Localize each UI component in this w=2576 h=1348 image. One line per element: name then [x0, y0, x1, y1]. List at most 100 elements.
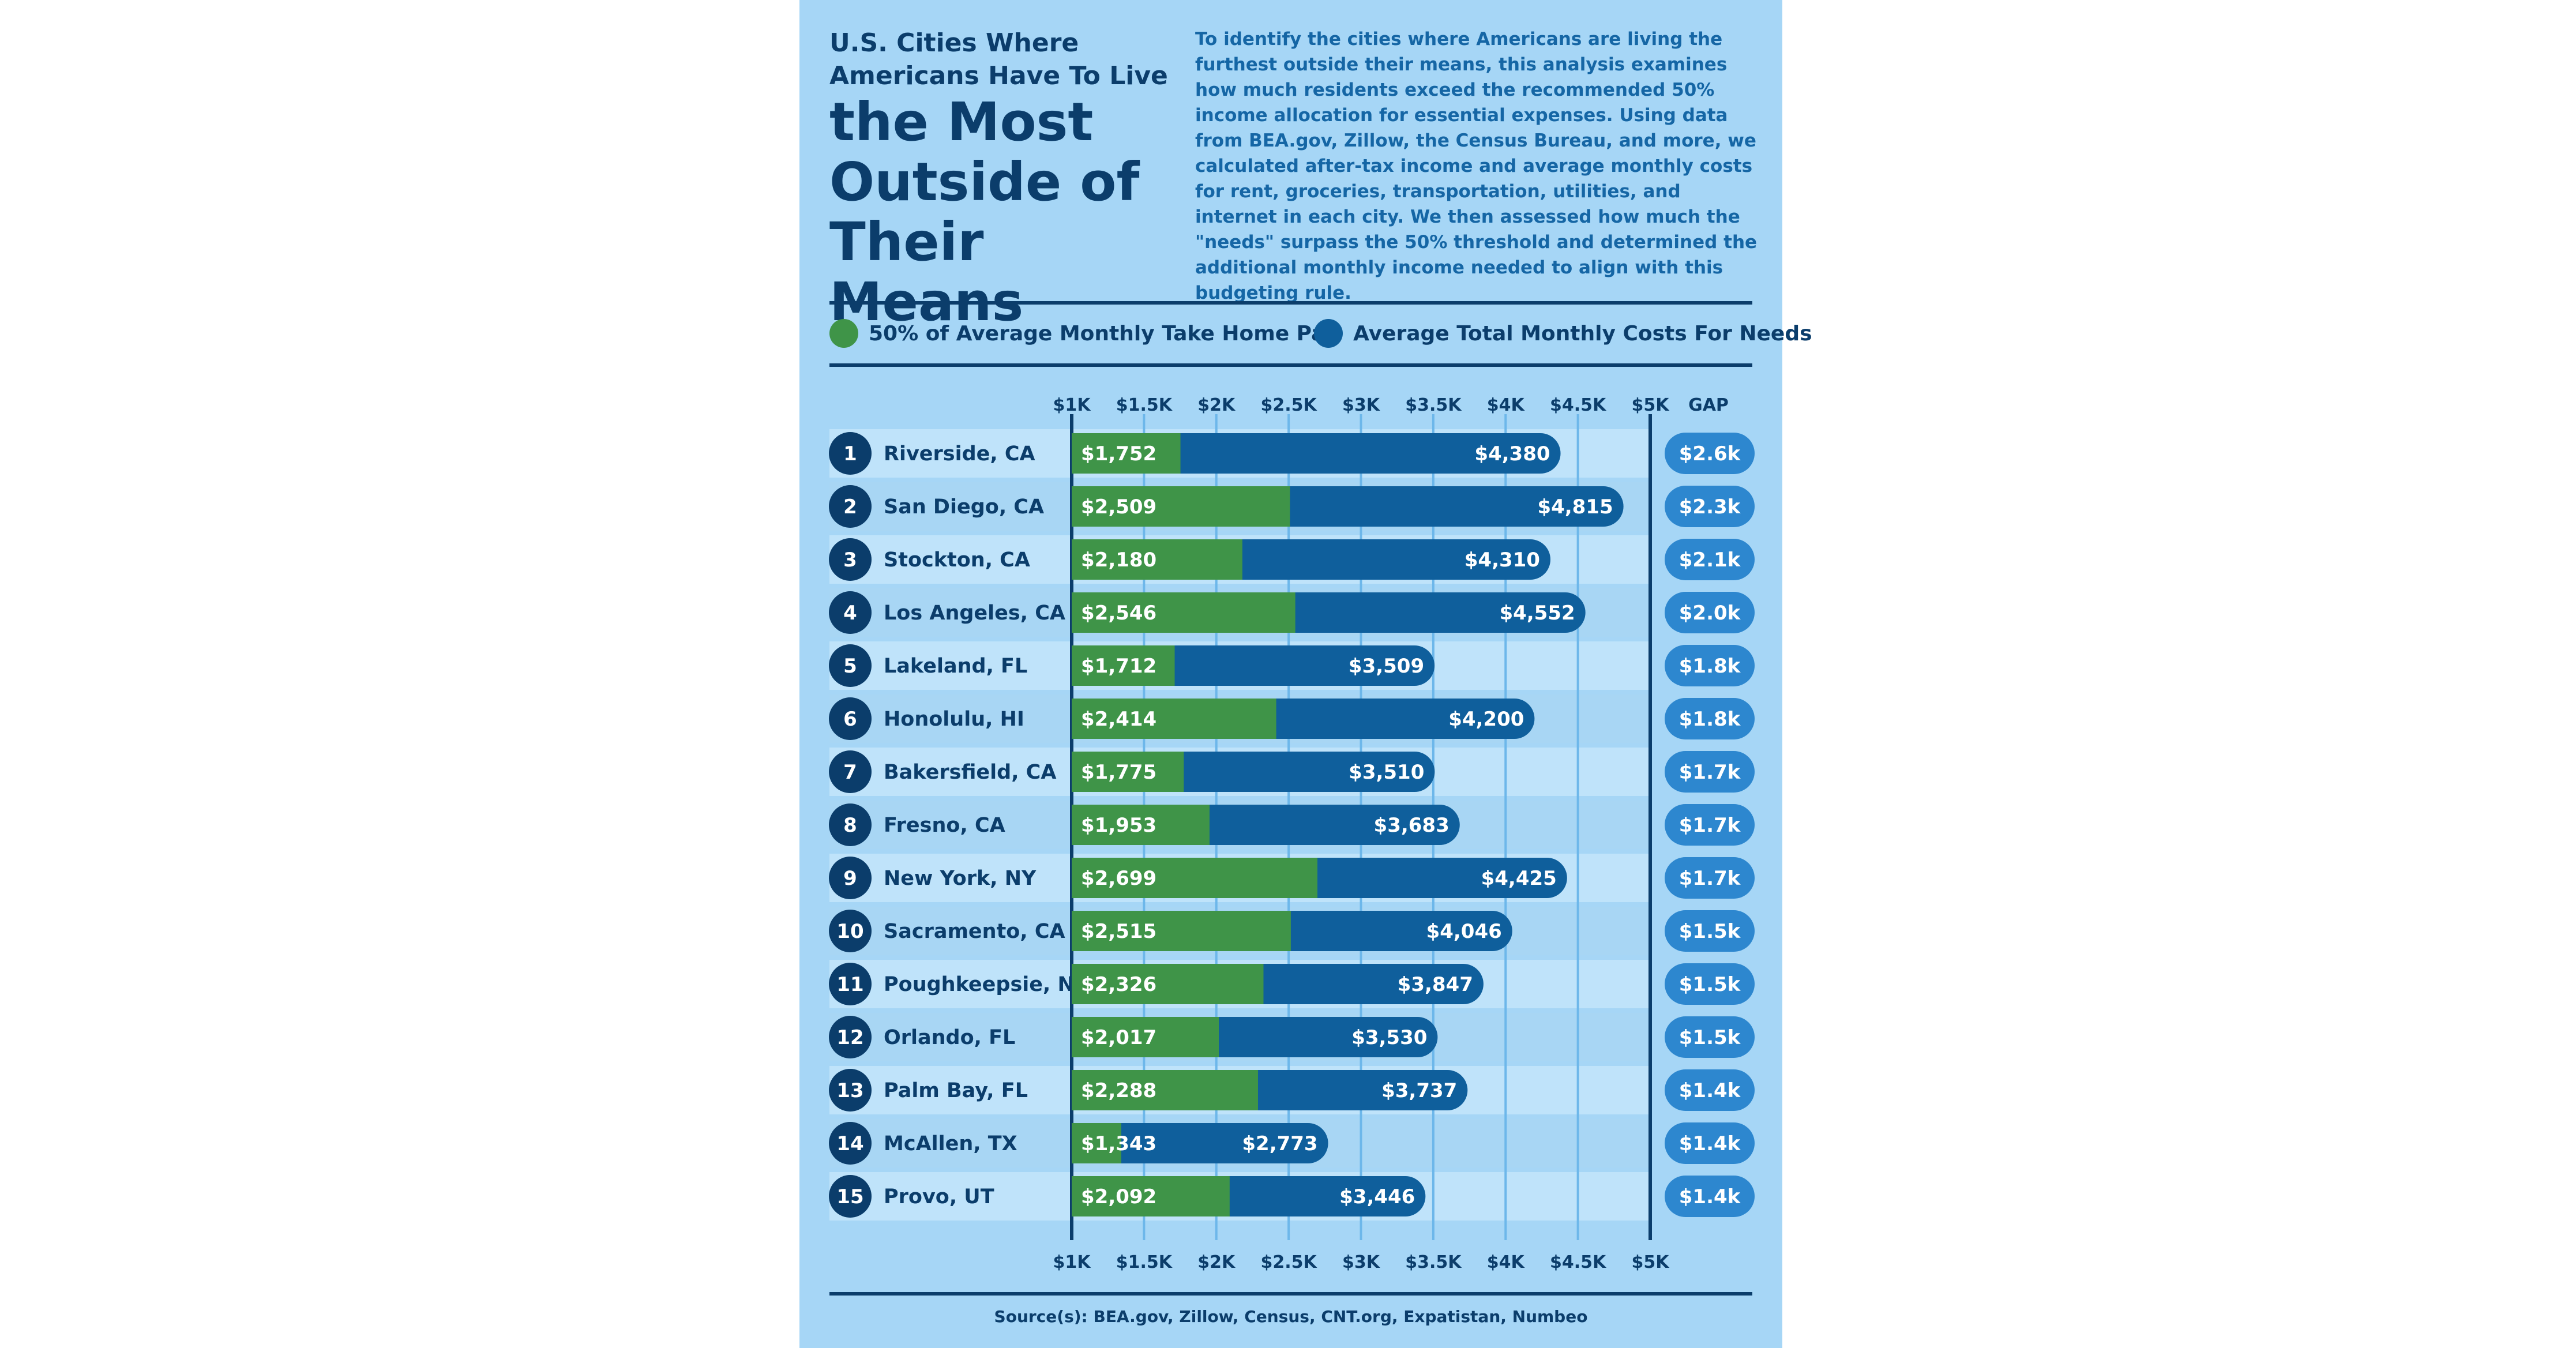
needs-bar [1072, 1123, 1328, 1163]
x-tick-label-top: $3.5K [1405, 395, 1462, 415]
needs-value-label: $3,847 [1398, 973, 1473, 996]
take-home-bar [1072, 1070, 1258, 1110]
rank-badge [829, 591, 872, 634]
gap-value-label: $1.5k [1679, 920, 1741, 943]
needs-value-label: $4,425 [1481, 867, 1557, 890]
take-home-bar [1072, 964, 1264, 1004]
rank-number: 10 [836, 920, 863, 943]
gap-value-label: $1.8k [1679, 655, 1741, 678]
legend-needs: Average Total Monthly Costs For Needs [1314, 316, 1812, 351]
rank-number: 6 [843, 708, 857, 731]
needs-value-label: $4,310 [1465, 549, 1540, 572]
take-home-value-label: $1,752 [1081, 442, 1156, 465]
needs-value-label: $3,530 [1351, 1026, 1427, 1049]
needs-value-label: $4,552 [1499, 602, 1575, 625]
gap-value-label: $1.7k [1679, 814, 1741, 837]
legend-swatch-blue [1314, 319, 1343, 348]
x-tick-label-bottom: $4K [1487, 1252, 1526, 1272]
rank-number: 13 [836, 1079, 863, 1102]
rank-number: 8 [843, 814, 857, 837]
gap-badge [1665, 698, 1755, 739]
rank-badge [829, 485, 872, 528]
rank-badge [829, 538, 872, 581]
needs-value-label: $4,200 [1448, 708, 1524, 731]
needs-value-label: $4,380 [1474, 442, 1550, 465]
take-home-value-label: $1,712 [1081, 655, 1156, 678]
take-home-value-label: $2,326 [1081, 973, 1156, 996]
legend-swatch-green [829, 319, 858, 348]
rank-number: 11 [836, 973, 863, 996]
take-home-bar [1072, 1176, 1230, 1216]
rank-number: 4 [843, 602, 857, 625]
source-note: Source(s): BEA.gov, Zillow, Census, CNT.… [994, 1307, 1588, 1326]
gap-column-header: GAP [1688, 395, 1729, 415]
gap-value-label: $1.7k [1679, 867, 1741, 890]
take-home-value-label: $2,515 [1081, 920, 1156, 943]
city-label: Sacramento, CA [884, 920, 1065, 943]
take-home-value-label: $1,953 [1081, 814, 1156, 837]
x-tick-label-top: $2K [1197, 395, 1236, 415]
take-home-bar [1072, 699, 1276, 739]
gap-badge [1665, 751, 1755, 793]
take-home-value-label: $2,546 [1081, 602, 1156, 625]
gap-badge [1665, 1176, 1755, 1217]
gap-value-label: $2.1k [1679, 549, 1741, 572]
take-home-value-label: $2,092 [1081, 1185, 1156, 1208]
needs-bar [1072, 433, 1561, 474]
rank-badge [829, 1122, 872, 1165]
legend-take-home: 50% of Average Monthly Take Home Pay [829, 316, 1338, 351]
rank-number: 2 [843, 495, 857, 519]
x-tick-label-bottom: $1K [1053, 1252, 1092, 1272]
take-home-value-label: $2,699 [1081, 867, 1156, 890]
gap-badge [1665, 645, 1755, 686]
take-home-bar [1072, 805, 1210, 845]
gap-value-label: $1.4k [1679, 1132, 1741, 1155]
take-home-value-label: $2,017 [1081, 1026, 1156, 1049]
gap-value-label: $1.5k [1679, 1026, 1741, 1049]
take-home-value-label: $2,180 [1081, 549, 1156, 572]
x-tick-label-bottom: $2.5K [1260, 1252, 1317, 1272]
needs-value-label: $3,737 [1381, 1079, 1457, 1102]
x-tick-label-top: $1.5K [1116, 395, 1173, 415]
legend-divider [829, 363, 1752, 367]
rank-number: 5 [843, 655, 857, 678]
city-label: Provo, UT [884, 1185, 994, 1208]
gap-badge [1665, 910, 1755, 952]
rank-badge [829, 857, 872, 899]
infographic-panel: U.S. Cities Where Americans Have To Live… [799, 0, 1812, 1348]
city-label: Palm Bay, FL [884, 1079, 1028, 1102]
take-home-bar [1072, 645, 1175, 686]
city-label: New York, NY [884, 867, 1037, 890]
city-label: Poughkeepsie, NY [884, 973, 1090, 996]
x-tick-label-bottom: $4.5K [1550, 1252, 1607, 1272]
gap-badge [1665, 539, 1755, 580]
x-tick-label-bottom: $5K [1632, 1252, 1670, 1272]
rank-number: 12 [836, 1026, 863, 1049]
x-tick-label-top: $1K [1053, 395, 1092, 415]
city-label: Orlando, FL [884, 1026, 1015, 1049]
x-tick-label-bottom: $3.5K [1405, 1252, 1462, 1272]
take-home-bar [1072, 752, 1184, 792]
gap-value-label: $2.3k [1679, 495, 1741, 519]
take-home-bar [1072, 433, 1181, 474]
take-home-value-label: $2,509 [1081, 495, 1156, 519]
needs-value-label: $2,773 [1242, 1132, 1317, 1155]
gap-badge [1665, 433, 1755, 474]
needs-value-label: $3,683 [1374, 814, 1450, 837]
gap-value-label: $1.8k [1679, 708, 1741, 731]
city-label: Stockton, CA [884, 549, 1030, 572]
rank-badge [829, 1069, 872, 1112]
x-tick-label-top: $2.5K [1260, 395, 1317, 415]
rank-badge [829, 1016, 872, 1058]
gap-badge [1665, 486, 1755, 527]
rank-number: 3 [843, 549, 857, 572]
x-tick-label-top: $3K [1342, 395, 1381, 415]
subtitle: U.S. Cities Where Americans Have To Live [829, 28, 1168, 91]
x-tick-label-top: $5K [1632, 395, 1670, 415]
needs-value-label: $3,510 [1349, 761, 1424, 784]
take-home-bar [1072, 858, 1318, 898]
take-home-value-label: $1,343 [1081, 1132, 1156, 1155]
x-tick-label-bottom: $1.5K [1116, 1252, 1173, 1272]
gap-value-label: $2.6k [1679, 442, 1741, 465]
gap-value-label: $1.7k [1679, 761, 1741, 784]
